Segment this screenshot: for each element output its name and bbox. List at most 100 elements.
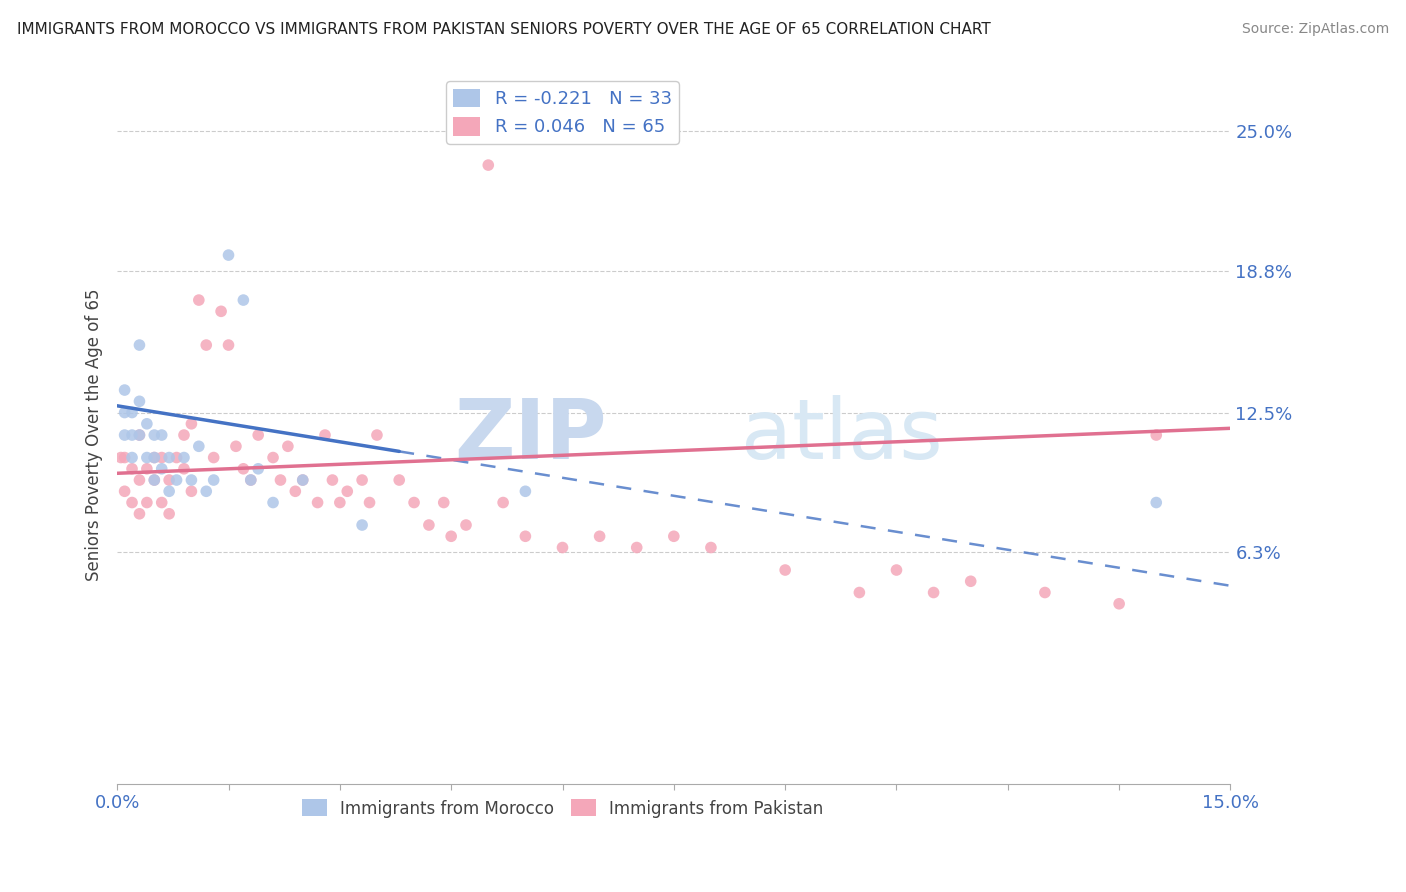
Point [166, 473, 188, 487]
Point [321, 473, 343, 487]
Point [166, 450, 188, 465]
Point [218, 338, 240, 352]
Point [959, 574, 981, 589]
Text: Source: ZipAtlas.com: Source: ZipAtlas.com [1241, 22, 1389, 37]
Point [352, 518, 374, 533]
Point [121, 450, 143, 465]
Point [157, 450, 180, 465]
Point [262, 495, 284, 509]
Point [773, 563, 796, 577]
Point [150, 450, 173, 465]
Point [551, 541, 574, 555]
Point [247, 428, 270, 442]
Point [232, 462, 254, 476]
Point [247, 462, 270, 476]
Point [135, 495, 157, 509]
Point [135, 450, 157, 465]
Point [143, 473, 166, 487]
Point [110, 450, 132, 465]
Point [128, 507, 150, 521]
Point [150, 462, 173, 476]
Point [662, 529, 685, 543]
Point [307, 495, 329, 509]
Point [366, 428, 388, 442]
Point [402, 495, 425, 509]
Point [225, 439, 247, 453]
Point [173, 462, 195, 476]
Point [291, 473, 314, 487]
Point [173, 450, 195, 465]
Point [492, 495, 515, 509]
Point [128, 428, 150, 442]
Point [848, 585, 870, 599]
Point [1108, 597, 1130, 611]
Point [135, 462, 157, 476]
Text: atlas: atlas [741, 394, 942, 475]
Point [114, 450, 136, 465]
Point [114, 383, 136, 397]
Point [121, 462, 143, 476]
Point [180, 484, 202, 499]
Point [121, 406, 143, 420]
Point [218, 248, 240, 262]
Point [150, 428, 173, 442]
Point [239, 473, 262, 487]
Point [128, 473, 150, 487]
Point [700, 541, 723, 555]
Point [239, 473, 262, 487]
Point [336, 484, 359, 499]
Point [329, 495, 352, 509]
Point [314, 428, 336, 442]
Point [626, 541, 648, 555]
Point [157, 473, 180, 487]
Point [128, 338, 150, 352]
Point [114, 484, 136, 499]
Point [143, 473, 166, 487]
Point [515, 529, 537, 543]
Point [143, 428, 166, 442]
Point [232, 293, 254, 307]
Point [433, 495, 456, 509]
Point [1033, 585, 1056, 599]
Point [114, 428, 136, 442]
Point [157, 507, 180, 521]
Point [1144, 495, 1167, 509]
Text: ZIP: ZIP [454, 394, 607, 475]
Point [388, 473, 411, 487]
Point [352, 473, 374, 487]
Point [143, 450, 166, 465]
Point [277, 439, 299, 453]
Point [157, 484, 180, 499]
Point [135, 417, 157, 431]
Point [195, 484, 218, 499]
Point [187, 439, 209, 453]
Point [121, 495, 143, 509]
Point [128, 428, 150, 442]
Point [121, 428, 143, 442]
Point [143, 450, 166, 465]
Point [515, 484, 537, 499]
Point [291, 473, 314, 487]
Point [454, 518, 477, 533]
Point [195, 338, 218, 352]
Point [114, 406, 136, 420]
Point [173, 428, 195, 442]
Point [886, 563, 908, 577]
Point [269, 473, 291, 487]
Text: IMMIGRANTS FROM MOROCCO VS IMMIGRANTS FROM PAKISTAN SENIORS POVERTY OVER THE AGE: IMMIGRANTS FROM MOROCCO VS IMMIGRANTS FR… [17, 22, 991, 37]
Point [262, 450, 284, 465]
Point [440, 529, 463, 543]
Point [209, 304, 232, 318]
Point [202, 450, 225, 465]
Point [418, 518, 440, 533]
Point [187, 293, 209, 307]
Point [1144, 428, 1167, 442]
Point [150, 495, 173, 509]
Point [477, 158, 499, 172]
Point [359, 495, 381, 509]
Y-axis label: Seniors Poverty Over the Age of 65: Seniors Poverty Over the Age of 65 [86, 289, 103, 582]
Legend: Immigrants from Morocco, Immigrants from Pakistan: Immigrants from Morocco, Immigrants from… [295, 793, 830, 824]
Point [180, 473, 202, 487]
Point [588, 529, 610, 543]
Point [202, 473, 225, 487]
